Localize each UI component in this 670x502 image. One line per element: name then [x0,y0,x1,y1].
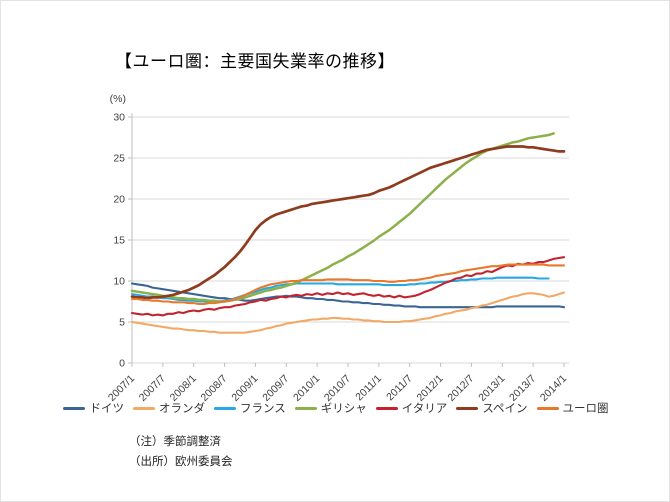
y-axis-tick-label: 25 [113,153,125,165]
legend-label: フランス [239,403,286,415]
x-axis-tick-label: 2011/1 [353,373,384,404]
x-axis-tick-label: 2011/7 [384,373,415,404]
legend-item-スペイン: スペイン [456,400,528,416]
series-line-スペイン [130,145,566,300]
series-line-ユーロ圏 [130,263,566,306]
note-source: （出所）欧州委員会 [129,456,233,468]
legend-line-swatch [213,406,236,410]
series-line-ドイツ [130,282,566,309]
legend-line-swatch [132,406,155,410]
legend-line-swatch [63,406,86,410]
y-axis-tick-label: 15 [113,235,125,247]
series-line-フランス [130,276,550,304]
y-axis-unit-label: (%) [110,93,126,105]
legend-item-フランス: フランス [213,400,286,416]
y-axis-tick-label: 5 [119,317,125,329]
chart-legend: ドイツ オランダ フランス ギリシャ イタリア スペイン ユーロ圏 [1,400,669,416]
legend-label: オランダ [158,403,205,415]
series-line-オランダ [130,291,566,334]
legend-line-swatch [294,406,317,410]
legend-label: スペイン [482,403,528,415]
y-axis-tick-label: 10 [113,276,125,288]
chart-title: 【ユーロ圏：主要国失業率の推移】 [115,52,395,71]
note-seasonal-adjustment: （注）季節調整済 [129,436,221,448]
legend-item-ユーロ圏: ユーロ圏 [536,400,609,416]
legend-item-イタリア: イタリア [375,400,448,416]
legend-item-ドイツ: ドイツ [63,400,124,416]
y-axis-tick-label: 30 [113,112,125,124]
legend-label: イタリア [401,403,448,415]
y-axis-tick-label: 0 [119,358,125,370]
legend-label: ギリシャ [320,403,367,415]
series-line-イタリア [130,256,566,317]
legend-line-swatch [456,406,479,410]
legend-label: ユーロ圏 [562,403,609,415]
legend-line-swatch [536,406,559,410]
chart-notes: （注）季節調整済 （出所）欧州委員会 [129,432,233,472]
legend-item-オランダ: オランダ [132,400,205,416]
legend-item-ギリシャ: ギリシャ [294,400,367,416]
series-line-ギリシャ [130,132,555,303]
legend-line-swatch [375,406,398,410]
legend-label: ドイツ [89,403,124,415]
y-axis-tick-label: 20 [113,194,125,206]
